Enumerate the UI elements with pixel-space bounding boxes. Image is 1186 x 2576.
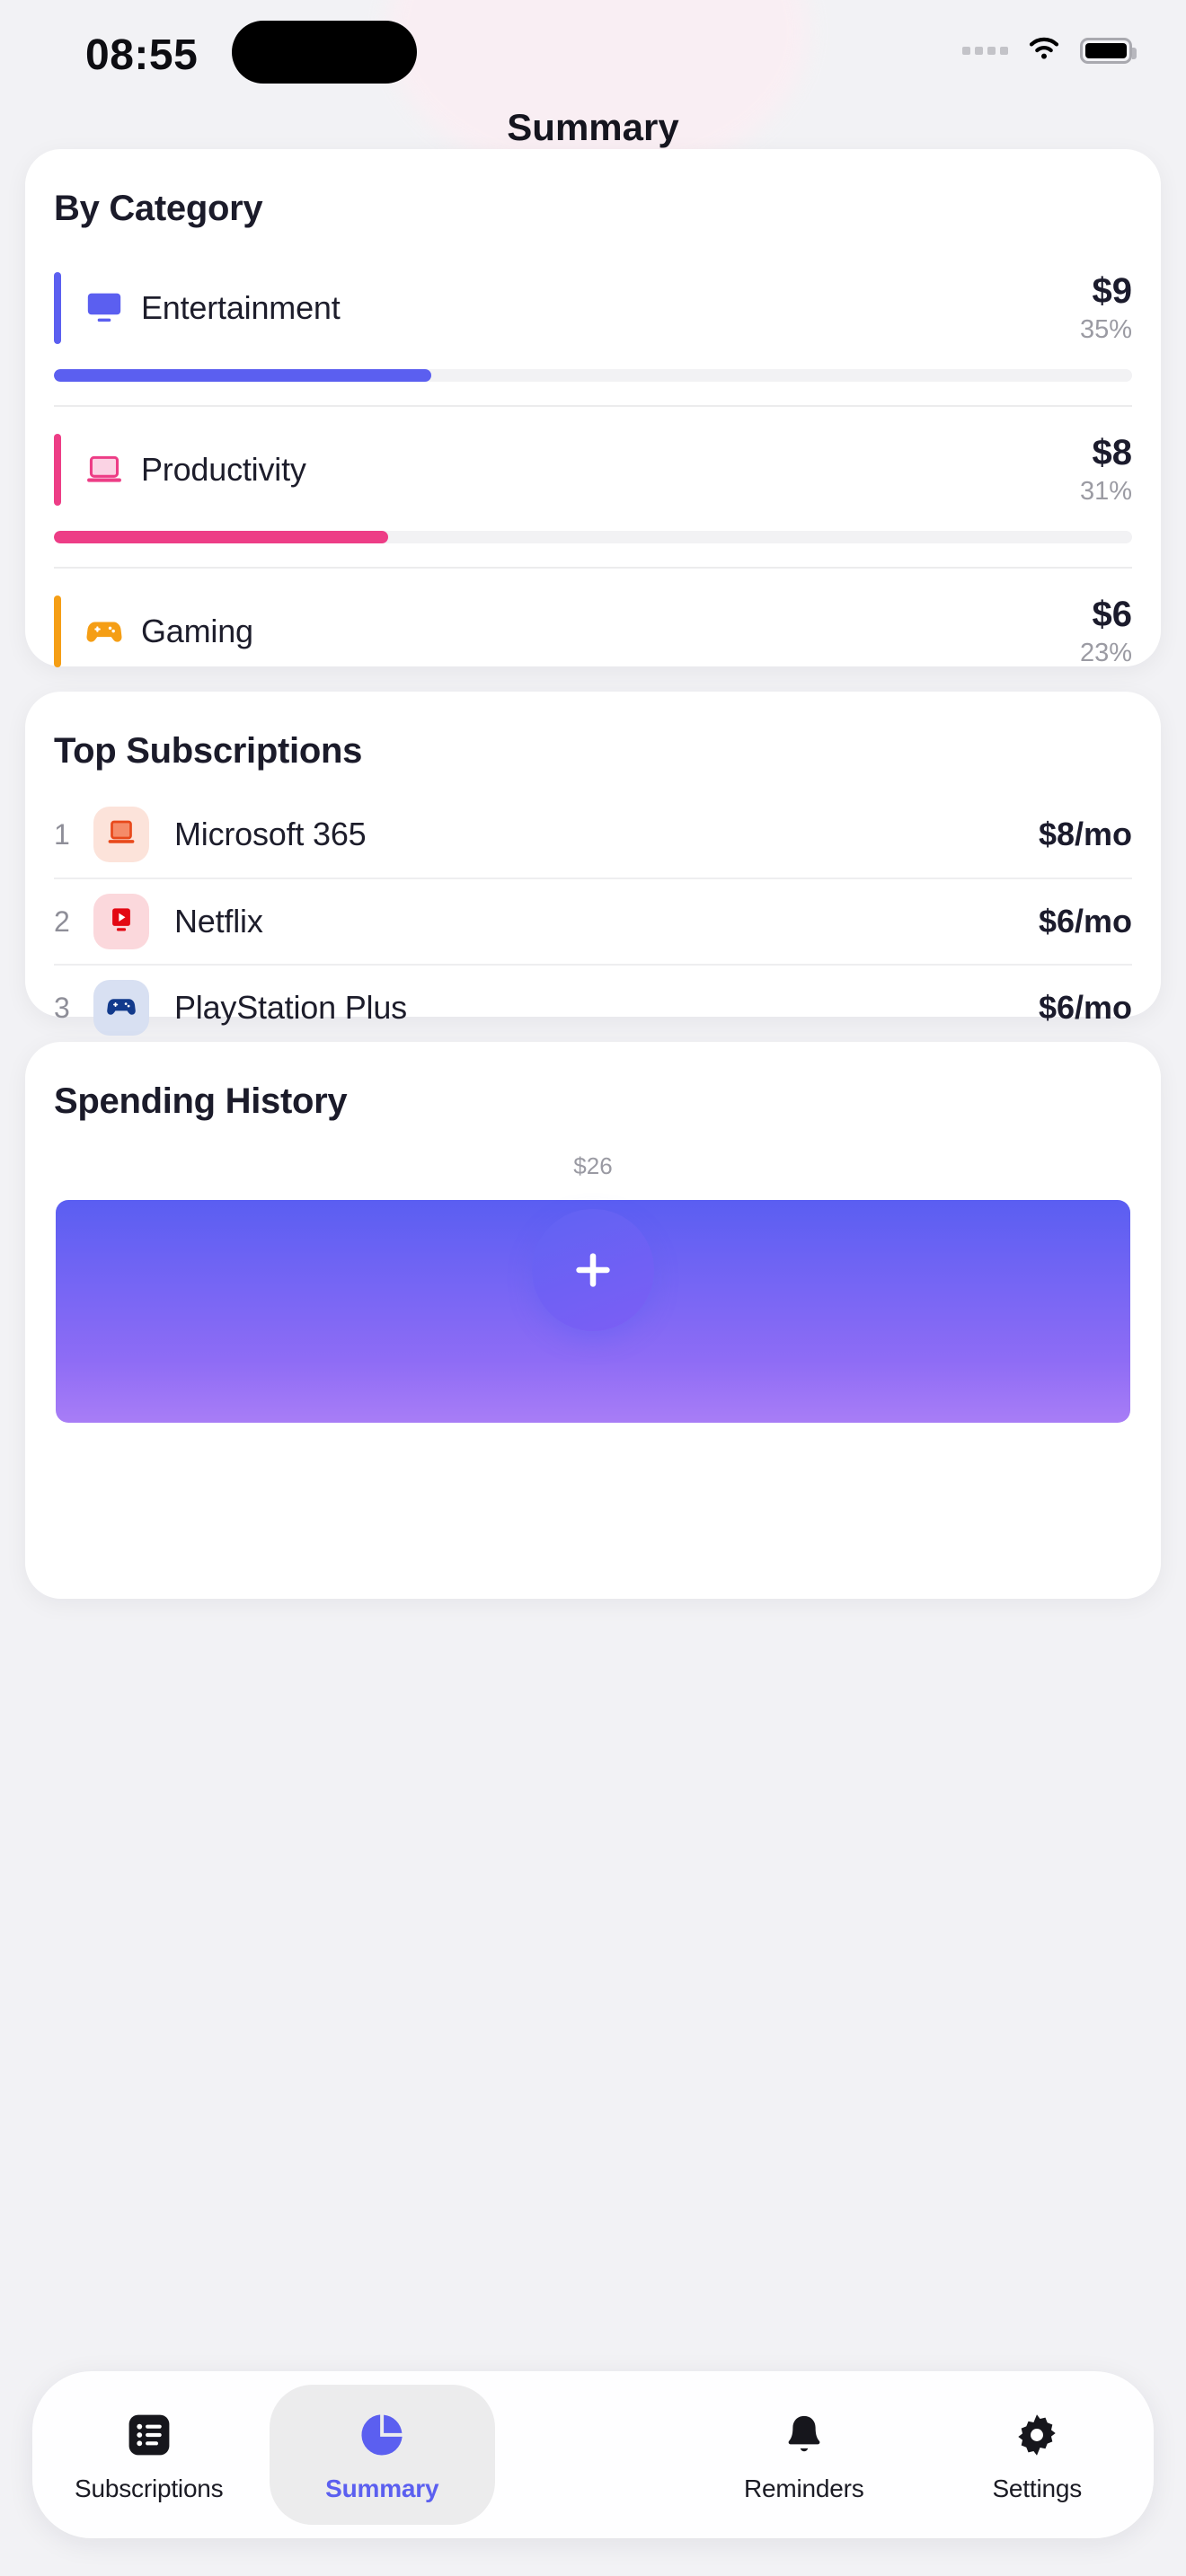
category-row-main: Entertainment $9 35% xyxy=(54,267,1132,349)
by-category-title: By Category xyxy=(54,189,263,228)
category-percent: 23% xyxy=(1079,638,1132,667)
dynamic-island xyxy=(232,21,417,84)
subscription-icon-tile xyxy=(93,807,149,862)
list-item[interactable]: 3 PlayStation Plus $6/mo xyxy=(54,964,1132,1050)
subscription-price: $8/mo xyxy=(1038,816,1132,852)
gamepad-icon xyxy=(105,991,137,1026)
tab-summary[interactable]: Summary xyxy=(269,2385,495,2525)
laptop-icon xyxy=(105,817,137,852)
tab-reminders[interactable]: Reminders xyxy=(691,2385,917,2525)
cellular-dots-icon xyxy=(962,47,1008,55)
category-name: Gaming xyxy=(141,613,253,649)
category-amount: $6 xyxy=(1092,594,1133,634)
add-subscription-fab[interactable] xyxy=(532,1209,654,1331)
category-row-main: Productivity $8 31% xyxy=(54,428,1132,511)
by-category-card: By Category Entertainment $9 35% xyxy=(25,149,1161,867)
tab-label: Subscriptions xyxy=(75,2475,224,2502)
list-item[interactable]: 1 Microsoft 365 $8/mo xyxy=(54,791,1132,878)
play-screen-icon xyxy=(105,904,137,940)
category-accent-bar xyxy=(54,434,61,506)
bell-icon xyxy=(780,2406,828,2464)
status-bar-time: 08:55 xyxy=(85,31,199,79)
list-item[interactable]: 2 Netflix $6/mo xyxy=(54,878,1132,964)
category-row[interactable]: Gaming $6 23% xyxy=(54,567,1132,705)
top-subscriptions-list: 1 Microsoft 365 $8/mo 2 xyxy=(25,791,1161,1050)
category-values: $8 31% xyxy=(1080,434,1132,507)
status-bar-indicators xyxy=(962,34,1137,67)
subscription-name: Netflix xyxy=(174,903,263,940)
category-amount: $9 xyxy=(1092,270,1133,311)
subscription-name: PlayStation Plus xyxy=(174,989,407,1026)
category-progress-fill xyxy=(54,369,431,382)
spending-history-value-label: $26 xyxy=(573,1152,613,1179)
plus-icon xyxy=(568,1245,618,1295)
category-row[interactable]: Productivity $8 31% xyxy=(54,405,1132,543)
monitor-icon xyxy=(83,290,126,326)
page-title: Summary xyxy=(507,106,679,148)
category-row[interactable]: Entertainment $9 35% xyxy=(54,245,1132,382)
subscription-icon-tile xyxy=(93,894,149,949)
category-percent: 35% xyxy=(1079,314,1132,344)
tab-bar: Subscriptions Summary Reminders xyxy=(32,2371,1154,2538)
gear-icon xyxy=(1013,2406,1061,2464)
category-progress-track xyxy=(54,369,1132,382)
gamepad-icon xyxy=(83,613,126,649)
pie-chart-icon xyxy=(357,2406,407,2464)
list-icon xyxy=(124,2406,174,2464)
category-values: $9 35% xyxy=(1080,272,1132,345)
top-subscriptions-card: Top Subscriptions 1 Microsoft 365 $8/mo … xyxy=(25,692,1161,1036)
top-subscriptions-title: Top Subscriptions xyxy=(54,731,363,771)
tab-label: Summary xyxy=(325,2475,439,2502)
wifi-icon xyxy=(1025,34,1063,67)
status-bar: 08:55 xyxy=(0,0,1186,106)
tab-subscriptions[interactable]: Subscriptions xyxy=(36,2385,262,2525)
category-accent-bar xyxy=(54,272,61,344)
category-name: Entertainment xyxy=(141,289,341,326)
category-row-main: Gaming $6 23% xyxy=(54,590,1132,673)
battery-icon xyxy=(1080,38,1137,64)
tab-label: Reminders xyxy=(743,2475,864,2502)
subscription-price: $6/mo xyxy=(1038,989,1132,1026)
category-accent-bar xyxy=(54,595,61,667)
subscription-name: Microsoft 365 xyxy=(174,816,367,852)
laptop-icon xyxy=(83,452,126,488)
category-name: Productivity xyxy=(141,451,306,488)
spending-history-title: Spending History xyxy=(54,1081,348,1121)
subscription-rank: 3 xyxy=(54,991,70,1024)
category-progress-fill xyxy=(54,531,388,543)
tab-label: Settings xyxy=(992,2475,1083,2502)
tab-settings[interactable]: Settings xyxy=(925,2385,1151,2525)
subscription-rank: 2 xyxy=(54,904,70,938)
category-values: $6 23% xyxy=(1080,595,1132,668)
subscription-rank: 1 xyxy=(54,817,70,851)
subscription-icon-tile xyxy=(93,980,149,1036)
category-progress-track xyxy=(54,531,1132,543)
category-percent: 31% xyxy=(1079,476,1132,506)
subscription-price: $6/mo xyxy=(1038,903,1132,940)
category-amount: $8 xyxy=(1092,432,1133,472)
